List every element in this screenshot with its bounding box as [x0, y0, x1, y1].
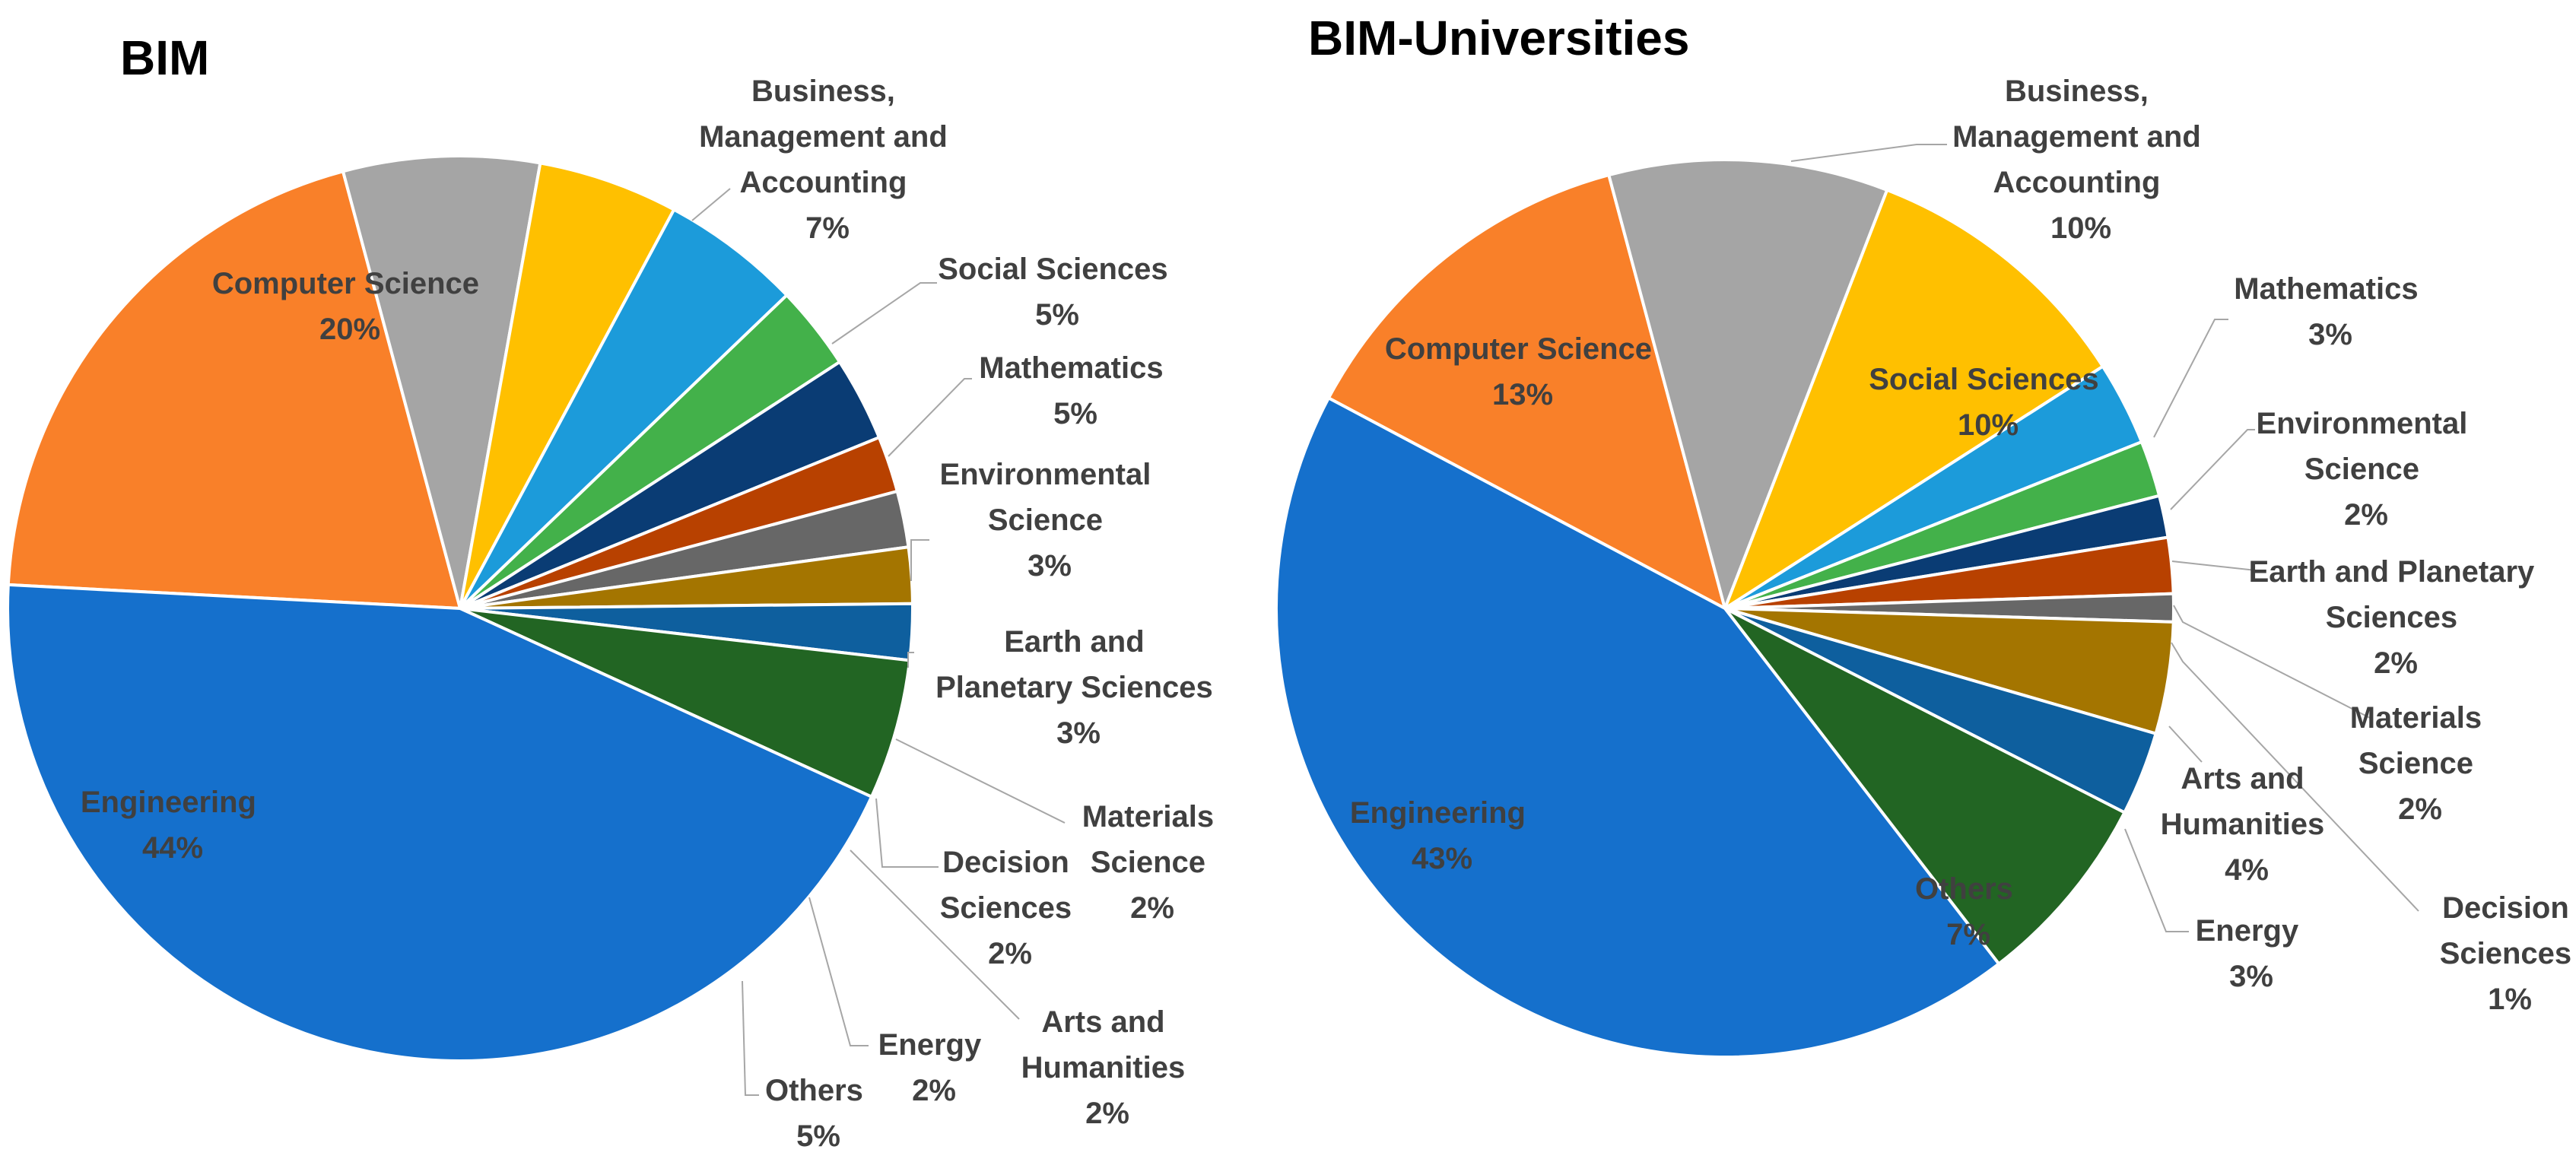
- label-energy: Energy 3%: [2196, 914, 2308, 993]
- leader-line: [742, 980, 759, 1096]
- leader-line: [888, 378, 972, 457]
- slice-mathematics: [459, 207, 789, 610]
- slice-labels: Business, Management and Accounting 7% S…: [699, 75, 1223, 1153]
- label-social-sciences: Social Sciences 10%: [1869, 363, 2107, 442]
- leader-line: [808, 897, 869, 1046]
- label-decision-sciences: Decision Sciences 2%: [940, 846, 1081, 970]
- slice-group: [1275, 158, 2175, 1059]
- label-materials-science: Materials Science 2%: [2350, 701, 2491, 826]
- label-computer-science: Computer Science 20%: [212, 267, 488, 346]
- slice-computer-science: [1326, 173, 1728, 611]
- label-environmental-science: Environmental Science 2%: [2257, 407, 2476, 532]
- label-others: Others 5%: [765, 1074, 872, 1153]
- label-social-sciences: Social Sciences 5%: [938, 252, 1177, 332]
- leader-line: [2171, 642, 2419, 912]
- label-arts-humanities: Arts and Humanities 4%: [2161, 762, 2333, 887]
- label-energy: Energy 2%: [878, 1028, 990, 1107]
- label-engineering: Engineering 44%: [81, 786, 265, 865]
- inside-labels: Engineering 43% Computer Science 13% Soc…: [1350, 332, 2107, 951]
- label-earth-planetary-sciences: Earth and Planetary Sciences 2%: [2249, 555, 2543, 680]
- chart-bim: BIM Business, Management and Accounting …: [6, 30, 1223, 1153]
- label-mathematics: Mathematics 5%: [979, 351, 1171, 430]
- slice-others: [459, 607, 912, 799]
- leader-line: [895, 738, 1066, 824]
- leader-line: [2124, 828, 2189, 932]
- label-others: Others 7%: [1915, 872, 2022, 951]
- label-business-management-accounting: Business, Management and Accounting 10%: [1952, 75, 2209, 245]
- slice-business-management-and-accounting: [1606, 158, 1889, 614]
- leader-line: [2168, 726, 2203, 763]
- leader-line: [2171, 560, 2257, 571]
- leader-line: [907, 652, 914, 668]
- leader-line: [2173, 605, 2374, 720]
- slice-business-management-and-accounting: [341, 154, 542, 609]
- slice-engineering: [1275, 395, 2001, 1059]
- label-computer-science: Computer Science 13%: [1385, 332, 1660, 411]
- slice-group: [6, 154, 914, 1062]
- leader-line: [831, 282, 937, 345]
- label-environmental-science: Environmental Science 3%: [940, 458, 1160, 583]
- label-earth-planetary-sciences: Earth and Planetary Sciences 3%: [935, 625, 1221, 750]
- slice-computer-science: [6, 169, 462, 611]
- leader-line: [1790, 144, 1947, 162]
- leader-line: [875, 798, 939, 868]
- slice-engineering: [6, 583, 874, 1062]
- slice-others: [1723, 607, 2127, 967]
- chart-title: BIM: [120, 30, 209, 85]
- leader-lines: [1790, 144, 2419, 932]
- label-materials-science: Materials Science 2%: [1082, 800, 1223, 925]
- chart-title: BIM-Universities: [1308, 11, 1689, 65]
- chart-bim-universities: BIM-Universities Business, Management an…: [1275, 11, 2576, 1059]
- label-decision-sciences: Decision Sciences 1%: [2440, 891, 2576, 1016]
- slice-social-sciences: [1721, 188, 2105, 612]
- label-engineering: Engineering 43%: [1350, 796, 1534, 875]
- leader-line: [2170, 429, 2255, 510]
- leader-line: [850, 849, 1020, 1020]
- slice-labels: Business, Management and Accounting 10% …: [1952, 75, 2576, 1016]
- inside-labels: Engineering 44% Computer Science 20%: [81, 267, 488, 865]
- leader-line: [691, 188, 731, 221]
- leader-line: [2153, 319, 2228, 438]
- label-mathematics: Mathematics 3%: [2234, 272, 2426, 351]
- leader-lines: [691, 188, 1066, 1096]
- label-arts-humanities: Arts and Humanities 2%: [1021, 1005, 1194, 1130]
- slice-social-sciences: [459, 161, 676, 609]
- leader-line: [910, 539, 929, 581]
- label-business-management-accounting: Business, Management and Accounting 7%: [699, 75, 956, 245]
